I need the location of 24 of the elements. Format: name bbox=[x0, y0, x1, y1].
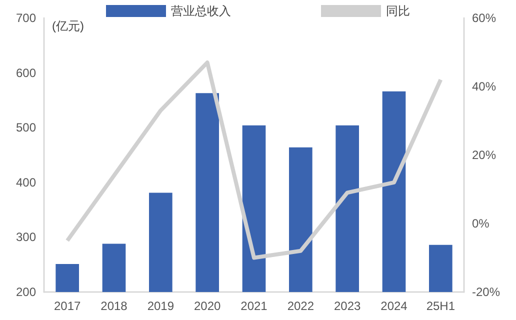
y-tick-label: 700 bbox=[16, 11, 36, 25]
x-tick-label: 2023 bbox=[334, 299, 362, 313]
legend-label: 同比 bbox=[386, 4, 410, 18]
x-tick-label: 2019 bbox=[147, 299, 174, 313]
y2-tick-label: 20% bbox=[472, 148, 496, 162]
x-tick-label: 2021 bbox=[240, 299, 268, 313]
y2-tick-label: 60% bbox=[472, 11, 496, 25]
x-tick-label: 25H1 bbox=[426, 299, 456, 313]
legend-label: 营业总收入 bbox=[171, 4, 231, 18]
y2-tick-label: 40% bbox=[472, 80, 496, 94]
y2-tick-label: -20% bbox=[472, 285, 500, 299]
y2-tick-label: 0% bbox=[472, 216, 490, 230]
x-tick-label: 2022 bbox=[287, 299, 314, 313]
y-tick-label: 200 bbox=[16, 285, 36, 299]
x-tick-label: 2020 bbox=[194, 299, 222, 313]
line-series bbox=[65, 60, 443, 260]
y-tick-label: 400 bbox=[16, 175, 36, 190]
y-tick-label: 600 bbox=[16, 66, 36, 80]
x-tick-label: 2017 bbox=[54, 299, 82, 313]
x-tick-label: 2018 bbox=[100, 299, 128, 313]
x-tick-label: 2024 bbox=[380, 299, 408, 313]
y-tick-label: 300 bbox=[16, 230, 36, 244]
y-axis-title: (亿元) bbox=[52, 19, 84, 33]
y-tick-label: 500 bbox=[16, 120, 36, 135]
